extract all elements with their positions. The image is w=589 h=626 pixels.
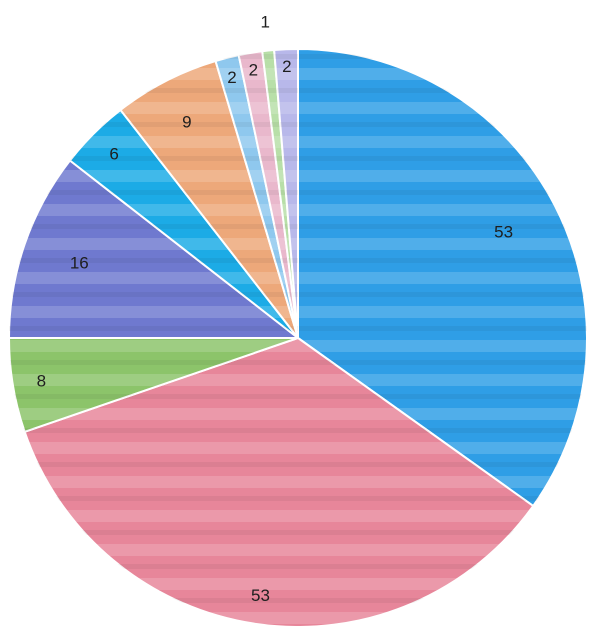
pie-slice-texture-10 <box>274 49 298 338</box>
pie-slice-label-10: 2 <box>282 57 291 76</box>
pie-slice-texture-7 <box>215 55 298 339</box>
pie-slice-label-4: 16 <box>70 253 89 272</box>
pie-slice-texture-2 <box>24 338 534 626</box>
pie-slice-label-9: 1 <box>260 12 269 31</box>
pie-slice-texture-1 <box>298 49 587 506</box>
pie-slice-label-8: 2 <box>249 61 258 80</box>
pie-slice-label-6: 9 <box>182 113 191 132</box>
pie-slice-label-3: 8 <box>37 371 46 390</box>
pie-slice-texture-9 <box>262 49 298 339</box>
pie-slice-label-7: 2 <box>227 68 236 87</box>
pie-slice-texture-4 <box>9 160 298 338</box>
pie-slice-label-5: 6 <box>109 145 118 164</box>
pie-slice-texture-5 <box>69 109 298 338</box>
pie-slice-label-2: 53 <box>251 586 270 605</box>
pie-slices <box>7 47 588 626</box>
pie-slice-texture-3 <box>9 338 298 432</box>
pie-slice-texture-6 <box>120 61 299 338</box>
pie-slice-label-1: 53 <box>494 223 513 242</box>
pie-slice-texture-8 <box>238 51 298 338</box>
